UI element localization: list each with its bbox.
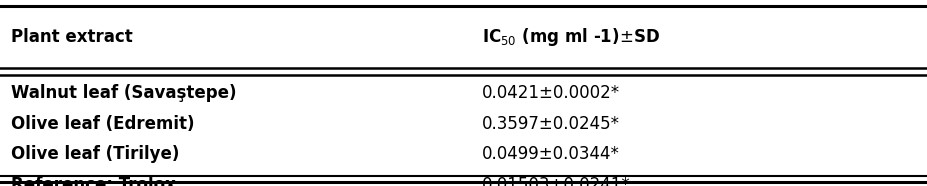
Text: Plant extract: Plant extract — [11, 28, 133, 46]
Text: 0.3597±0.0245*: 0.3597±0.0245* — [482, 115, 620, 133]
Text: 0.0421±0.0002*: 0.0421±0.0002* — [482, 84, 620, 102]
Text: Walnut leaf (Savaştepe): Walnut leaf (Savaştepe) — [11, 84, 236, 102]
Text: Reference: Trolox: Reference: Trolox — [11, 176, 176, 186]
Text: IC$_{50}$ (mg ml -1)$\pm$SD: IC$_{50}$ (mg ml -1)$\pm$SD — [482, 26, 660, 48]
Text: 0.01503±0.0241*: 0.01503±0.0241* — [482, 176, 630, 186]
Text: Olive leaf (Edremit): Olive leaf (Edremit) — [11, 115, 195, 133]
Text: Olive leaf (Tirilye): Olive leaf (Tirilye) — [11, 145, 180, 163]
Text: 0.0499±0.0344*: 0.0499±0.0344* — [482, 145, 620, 163]
